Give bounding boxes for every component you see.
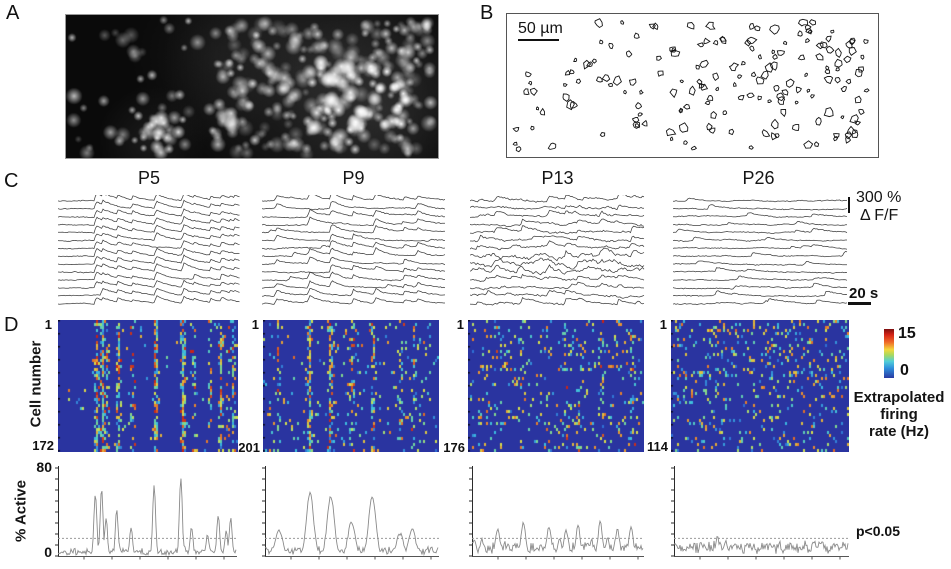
- calcium-traces-p5: [58, 195, 240, 305]
- colorbar: [884, 329, 894, 378]
- colorbar-label-line1: Extrapolated: [853, 389, 945, 406]
- y-scale-unit: Δ F/F: [860, 207, 899, 224]
- active-axis-min: 0: [44, 544, 52, 560]
- colorbar-min: 0: [900, 362, 909, 379]
- colorbar-label-line2: firing: [880, 406, 918, 423]
- group-title-p26: P26: [742, 168, 775, 188]
- panel-b-label: B: [480, 2, 494, 24]
- last-cell-p5: 172: [32, 438, 54, 453]
- group-title-p5: P5: [137, 168, 161, 188]
- colorbar-label-line3: rate (Hz): [868, 423, 929, 440]
- calcium-traces-p26: [673, 197, 848, 306]
- first-cell-p26: 1: [659, 317, 667, 332]
- scale-bar-line: [518, 39, 559, 41]
- colorbar-max: 15: [898, 325, 916, 342]
- x-scale-bar: [848, 302, 871, 305]
- raster-heatmap-p13: [468, 320, 644, 452]
- calcium-traces-p13: [470, 195, 645, 306]
- significance-label: p<0.05: [856, 523, 900, 539]
- last-cell-p9: 201: [238, 440, 260, 455]
- cell-outlines: [512, 18, 870, 153]
- last-cell-p26: 114: [647, 439, 668, 454]
- percent-active-plot-p26: [671, 466, 849, 560]
- colorbar-label: Extrapolated firing rate (Hz): [850, 389, 948, 440]
- calcium-traces-p9: [262, 195, 445, 305]
- raster-heatmap-p9: [263, 320, 439, 452]
- x-scale-label: 20 s: [849, 285, 879, 302]
- first-cell-p5: 1: [44, 317, 52, 332]
- cell-number-axis-label: Cell number: [27, 340, 45, 428]
- first-cell-p13: 1: [456, 317, 464, 332]
- last-cell-p13: 176: [443, 440, 465, 455]
- raster-heatmap-p5: [58, 320, 238, 452]
- cell-outline-map: 50 µm: [506, 13, 879, 158]
- fluorescence-image: [65, 14, 439, 159]
- first-cell-p9: 1: [251, 317, 259, 332]
- percent-active-plot-p13: [469, 466, 644, 560]
- panel-a-label: A: [6, 2, 20, 24]
- panel-c-label: C: [4, 170, 19, 192]
- scale-bar-label: 50 µm: [518, 20, 563, 37]
- group-title-p9: P9: [342, 168, 365, 188]
- raster-heatmap-p26: [671, 320, 849, 452]
- y-scale-value: 300 %: [856, 189, 902, 206]
- percent-active-plot-p9: [262, 466, 439, 560]
- active-axis-max: 80: [36, 459, 52, 475]
- y-scale-bar: [848, 197, 850, 213]
- active-axis-label: % Active: [12, 480, 30, 542]
- group-title-p13: P13: [541, 168, 574, 188]
- percent-active-plot-p5: [55, 466, 237, 560]
- panel-d-label: D: [4, 314, 19, 336]
